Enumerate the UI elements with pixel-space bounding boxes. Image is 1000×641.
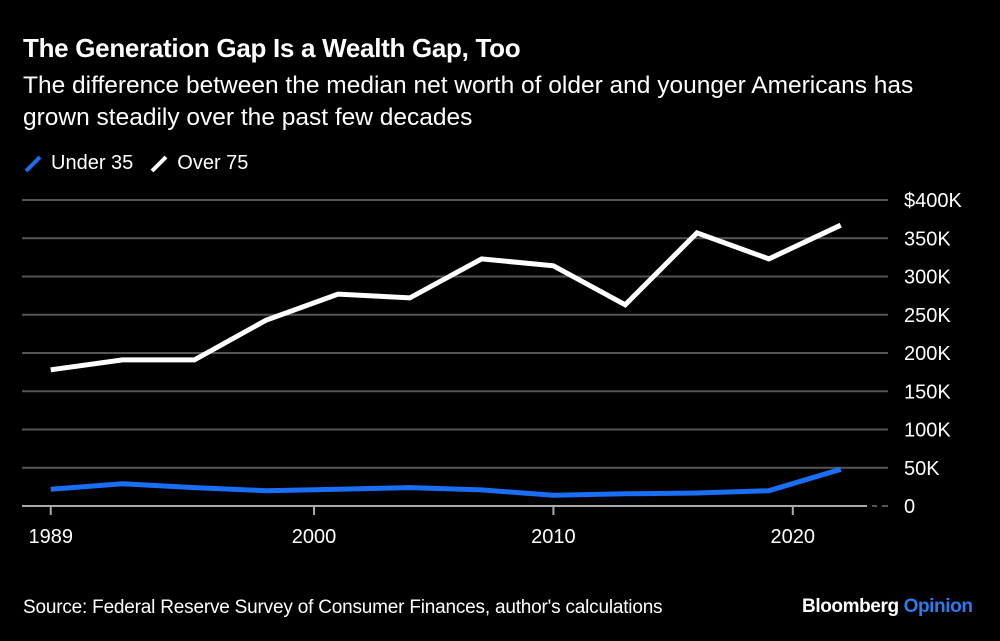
y-tick-label: 300K	[904, 267, 951, 289]
brand-bloomberg: Bloomberg	[802, 596, 899, 617]
series-line-over-75	[50, 222, 842, 373]
y-tick-label: 150K	[904, 381, 951, 403]
x-tick-label: 2000	[292, 526, 337, 548]
y-tick-label: $400K	[904, 190, 962, 212]
legend-swatch-under-35	[24, 155, 42, 172]
chart-title: The Generation Gap Is a Wealth Gap, Too	[23, 33, 521, 63]
source-note: Source: Federal Reserve Survey of Consum…	[23, 597, 663, 618]
legend-label-over-75: Over 75	[177, 152, 249, 174]
x-tick-label: 2010	[531, 526, 576, 548]
x-axis: 1989 2000 2010 2020	[22, 505, 867, 548]
chart-subtitle: The difference between the median net wo…	[23, 72, 914, 131]
series-line-under-35	[50, 466, 842, 498]
legend-item-under-35: Under 35	[23, 152, 133, 175]
y-axis-labels: 0 50K 100K 150K 200K 250K 300K 350K $400K	[904, 190, 962, 518]
x-tick-label: 1989	[28, 526, 73, 548]
y-tick-label: 100K	[904, 420, 951, 442]
x-tick-label: 2020	[771, 526, 816, 548]
legend: Under 35 Over 75	[23, 152, 264, 175]
brand-logo: Bloomberg Opinion	[802, 596, 973, 618]
y-tick-label: 0	[904, 496, 915, 518]
gridlines	[22, 199, 888, 507]
legend-item-over-75: Over 75	[149, 152, 248, 175]
y-tick-label: 250K	[904, 305, 951, 327]
legend-label-under-35: Under 35	[51, 152, 134, 174]
y-tick-label: 200K	[904, 343, 951, 365]
series-lines	[50, 222, 842, 498]
y-tick-label: 50K	[904, 458, 940, 480]
y-tick-label: 350K	[904, 228, 951, 250]
legend-swatch-over-75	[150, 155, 168, 172]
brand-opinion: Opinion	[903, 596, 973, 617]
